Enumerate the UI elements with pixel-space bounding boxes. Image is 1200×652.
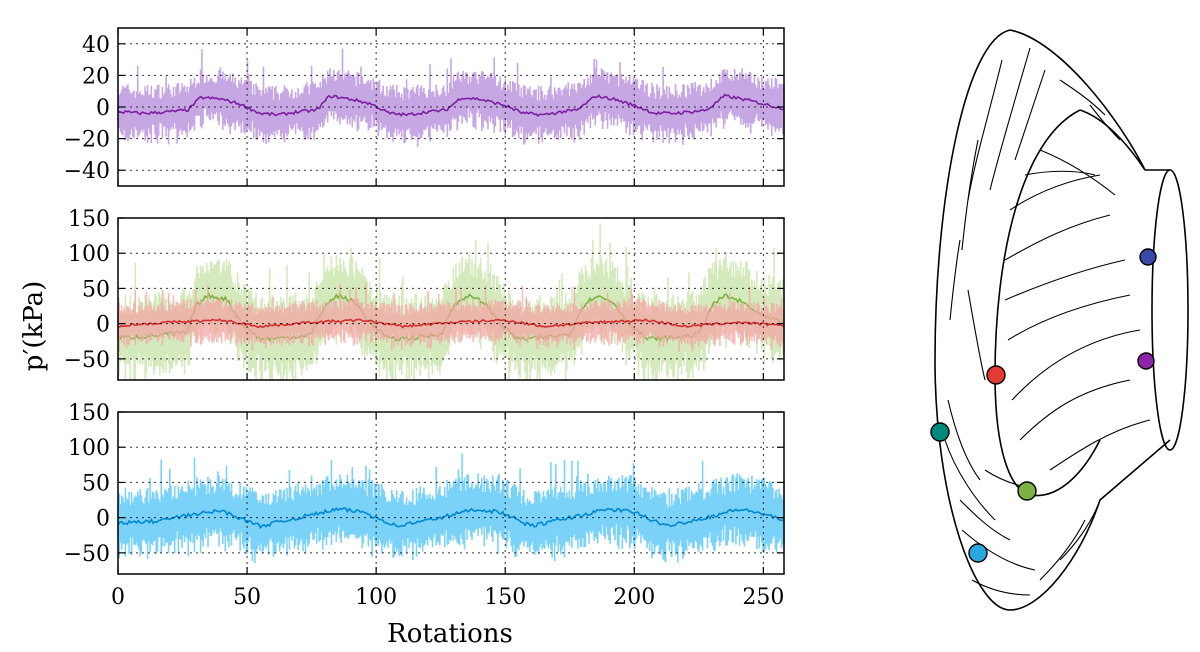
y-tick-label: −50 (64, 348, 110, 373)
blade-line (1014, 69, 1046, 161)
blade-line (959, 499, 1011, 541)
x-tick-label: 200 (613, 585, 655, 610)
series-band-strokes-0 (117, 48, 785, 147)
y-tick-label: 0 (96, 507, 110, 532)
x-tick-label: 0 (111, 585, 125, 610)
blade-line (967, 289, 986, 381)
chart-panel-middle: 150 100 50 0 −50 (64, 207, 785, 381)
plot-frame (117, 217, 785, 381)
y-tick-label: −20 (64, 128, 110, 153)
series-band-0 (117, 453, 785, 564)
series-band-strokes-0 (117, 453, 785, 564)
x-tick-label: 250 (742, 585, 784, 610)
blade-line (1004, 214, 1111, 261)
blade-lines (944, 47, 1151, 596)
inner-hub-top (1079, 109, 1146, 171)
y-tick-label: 50 (82, 277, 110, 302)
sensor-purple-marker (1137, 352, 1155, 370)
inner-hub-outline (994, 109, 1101, 497)
blade-line (1039, 519, 1086, 581)
blade-line (949, 239, 961, 321)
blade-line (1009, 174, 1101, 211)
blade-line (967, 59, 1003, 201)
y-tick-label: 150 (68, 207, 110, 232)
series-line-0 (117, 507, 785, 530)
blade-line (961, 529, 1036, 571)
y-tick-label: 100 (68, 436, 110, 461)
series-line-0 (117, 93, 785, 118)
blade-line (971, 579, 1031, 596)
x-axis-label: Rotations (387, 619, 513, 649)
sensor-teal-marker (930, 422, 950, 442)
y-tick-label: 40 (82, 33, 110, 58)
sensor-markers (930, 248, 1157, 563)
sensor-green-marker (1017, 481, 1037, 501)
blade-line (1089, 104, 1121, 141)
outer-shroud-outline (934, 29, 1171, 611)
turbine-runner-illustration (930, 29, 1189, 611)
series-line-1 (117, 318, 785, 329)
blade-line (1011, 329, 1141, 401)
blade-line (944, 439, 996, 521)
blade-line (1024, 170, 1096, 176)
y-tick-label: 0 (96, 313, 110, 338)
series-band-0 (117, 48, 785, 147)
sensor-blue-marker (1139, 248, 1157, 266)
y-tick-label: 50 (82, 471, 110, 496)
blade-line (1004, 259, 1126, 301)
y-tick-label: 100 (68, 242, 110, 267)
y-tick-label: −50 (64, 542, 110, 567)
blade-line (1019, 379, 1131, 441)
blade-line (947, 399, 981, 481)
blade-line (989, 47, 1031, 191)
blade-line (1059, 504, 1099, 561)
y-tick-label: −40 (64, 159, 110, 184)
plot-frame (117, 411, 785, 575)
x-tick-label: 100 (355, 585, 397, 610)
outlet-ring (1151, 169, 1189, 451)
blade-line (961, 139, 979, 251)
blade-line (1049, 419, 1151, 471)
x-tick-label: 150 (484, 585, 526, 610)
blade-line (1007, 294, 1131, 341)
blade-line (1039, 149, 1116, 196)
blade-line (1059, 79, 1106, 116)
x-tick-label: 50 (233, 585, 261, 610)
y-axis-label: p′(kPa) (19, 281, 49, 371)
chart-panel-top: 40 20 0 −20 −40 (64, 27, 785, 187)
y-tick-label: 0 (96, 96, 110, 121)
sensor-red-marker (986, 365, 1006, 385)
y-tick-label: 150 (68, 401, 110, 426)
sensor-cyan-marker (968, 543, 988, 563)
outer-shroud-top (1009, 29, 1146, 171)
y-tick-label: 20 (82, 64, 110, 89)
